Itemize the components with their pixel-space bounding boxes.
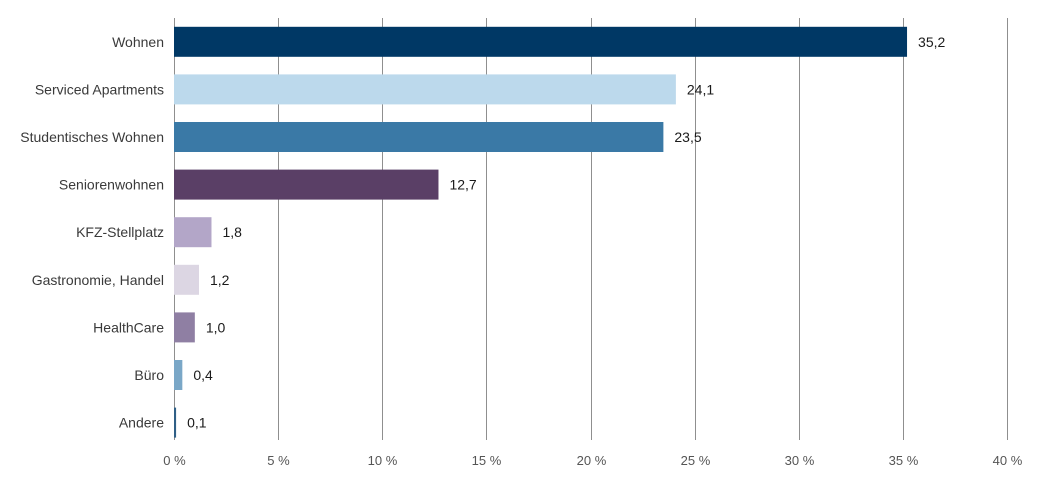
bar xyxy=(174,312,195,343)
x-tick-label: 25 % xyxy=(681,453,711,468)
category-label: Studentisches Wohnen xyxy=(20,129,164,145)
bar xyxy=(174,407,177,438)
x-tick-label: 5 % xyxy=(267,453,290,468)
value-label: 1,0 xyxy=(206,319,226,335)
bar xyxy=(174,264,199,295)
category-label: Serviced Apartments xyxy=(35,81,164,97)
tick-layer: 0 % 5 % 10 % 15 % 20 % 25 % 30 % 35 % 40 % xyxy=(163,453,1022,468)
category-label: Büro xyxy=(134,367,164,383)
x-tick-label: 0 % xyxy=(163,453,186,468)
category-label: KFZ-Stellplatz xyxy=(76,224,164,240)
x-tick-label: 10 % xyxy=(368,453,398,468)
value-label: 35,2 xyxy=(918,34,945,50)
bar xyxy=(174,169,439,200)
x-tick-label: 15 % xyxy=(472,453,502,468)
bar xyxy=(174,217,212,248)
bar xyxy=(174,26,908,57)
x-tick-label: 20 % xyxy=(577,453,607,468)
category-label: Seniorenwohnen xyxy=(59,177,164,193)
label-layer: Wohnen 35,2 Serviced Apartments 24,1 Student… xyxy=(20,34,945,431)
value-label: 0,4 xyxy=(193,367,213,383)
category-label: HealthCare xyxy=(93,319,164,335)
bar xyxy=(174,122,664,152)
value-label: 12,7 xyxy=(449,177,476,193)
bar xyxy=(174,74,676,105)
value-label: 0,1 xyxy=(187,415,207,431)
bar xyxy=(174,360,183,390)
category-label: Gastronomie, Handel xyxy=(32,272,164,288)
bar-layer xyxy=(174,26,908,438)
value-label: 1,8 xyxy=(222,224,242,240)
x-tick-label: 30 % xyxy=(785,453,815,468)
category-label: Andere xyxy=(119,415,164,431)
value-label: 23,5 xyxy=(674,129,701,145)
category-label: Wohnen xyxy=(112,34,164,50)
x-tick-label: 40 % xyxy=(993,453,1023,468)
x-tick-label: 35 % xyxy=(889,453,919,468)
value-label: 1,2 xyxy=(210,272,230,288)
value-label: 24,1 xyxy=(687,81,714,97)
